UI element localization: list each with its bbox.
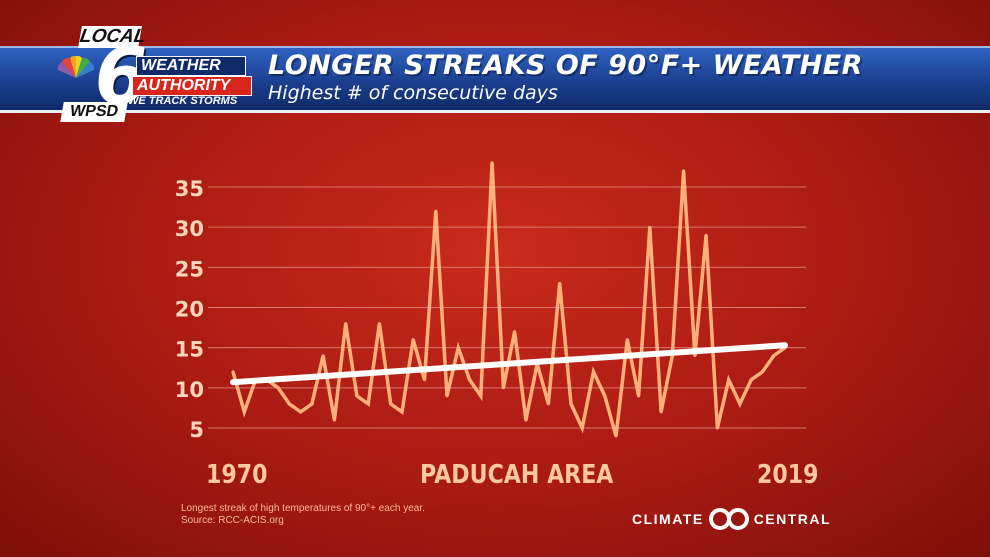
data-point bbox=[321, 354, 325, 358]
data-point bbox=[490, 161, 494, 165]
data-point bbox=[501, 386, 505, 390]
data-point bbox=[749, 378, 753, 382]
data-point bbox=[569, 402, 573, 406]
y-tick-label: 30 bbox=[175, 217, 204, 241]
data-point bbox=[231, 370, 235, 374]
y-tick-label: 5 bbox=[189, 418, 204, 442]
data-point bbox=[648, 225, 652, 229]
data-point bbox=[546, 402, 550, 406]
brand-right-word: CENTRAL bbox=[753, 511, 832, 527]
y-tick-label: 10 bbox=[175, 378, 204, 402]
data-point bbox=[400, 410, 404, 414]
data-point bbox=[738, 402, 742, 406]
data-point bbox=[434, 209, 438, 213]
trend-line-group bbox=[230, 342, 788, 386]
climate-central-logo-icon bbox=[708, 508, 749, 530]
data-point bbox=[355, 394, 359, 398]
data-point bbox=[659, 410, 663, 414]
data-point bbox=[715, 426, 719, 430]
logo-weather-label: WEATHER bbox=[136, 56, 246, 76]
data-point bbox=[682, 169, 686, 173]
series-line-group bbox=[231, 161, 787, 438]
y-tick-label: 20 bbox=[175, 298, 204, 322]
peacock-icon bbox=[57, 55, 95, 78]
data-point bbox=[344, 322, 348, 326]
data-point bbox=[411, 338, 415, 342]
x-axis-start-label: 1970 bbox=[206, 460, 268, 490]
data-point bbox=[276, 386, 280, 390]
data-point bbox=[445, 394, 449, 398]
data-point bbox=[377, 322, 381, 326]
data-point bbox=[310, 402, 314, 406]
data-point bbox=[423, 378, 426, 382]
data-point bbox=[614, 434, 618, 438]
y-tick-labels: 5 10 15 20 25 30 35 bbox=[175, 177, 204, 442]
data-point bbox=[558, 281, 562, 285]
data-point bbox=[727, 378, 731, 382]
climate-central-brand: CLIMATE CENTRAL bbox=[632, 506, 831, 532]
y-tick-label: 25 bbox=[175, 257, 204, 281]
data-point bbox=[637, 394, 641, 398]
data-point bbox=[299, 410, 303, 414]
data-point bbox=[389, 402, 393, 406]
brand-left-word: CLIMATE bbox=[632, 511, 704, 527]
logo-authority-label: AUTHORITY bbox=[132, 76, 252, 96]
data-point bbox=[772, 354, 776, 358]
data-point bbox=[625, 338, 629, 342]
caption-source: Source: RCC-ACIS.org bbox=[181, 515, 284, 526]
chart-subtitle: Highest # of consecutive days bbox=[268, 82, 558, 104]
data-point bbox=[479, 394, 483, 398]
data-point bbox=[704, 233, 708, 237]
data-point bbox=[287, 402, 291, 406]
series-line bbox=[231, 162, 787, 437]
trend-line bbox=[230, 342, 788, 386]
chart-caption: Longest streak of high temperatures of 9… bbox=[181, 503, 425, 527]
logo-tagline: WE TRACK STORMS bbox=[128, 95, 238, 107]
y-tick-label: 15 bbox=[175, 338, 204, 362]
data-point bbox=[468, 378, 472, 382]
data-point bbox=[456, 346, 460, 350]
data-point bbox=[580, 426, 584, 430]
data-point bbox=[332, 418, 336, 422]
data-point bbox=[761, 370, 764, 374]
station-logo: LOCAL 6 WEATHER AUTHORITY WE TRACK STORM… bbox=[54, 26, 254, 122]
caption-description: Longest streak of high temperatures of 9… bbox=[181, 503, 425, 514]
data-point bbox=[592, 370, 595, 374]
y-tick-label: 35 bbox=[175, 177, 204, 201]
data-point bbox=[524, 418, 528, 422]
data-point bbox=[513, 330, 517, 334]
data-point bbox=[603, 394, 607, 398]
data-point bbox=[242, 410, 246, 414]
x-axis-end-label: 2019 bbox=[757, 460, 819, 490]
chart-title: LONGER STREAKS OF 90°F+ WEATHER bbox=[268, 50, 863, 81]
data-point bbox=[693, 354, 697, 358]
x-axis-title: PADUCAH AREA bbox=[420, 460, 614, 490]
data-point bbox=[366, 402, 370, 406]
